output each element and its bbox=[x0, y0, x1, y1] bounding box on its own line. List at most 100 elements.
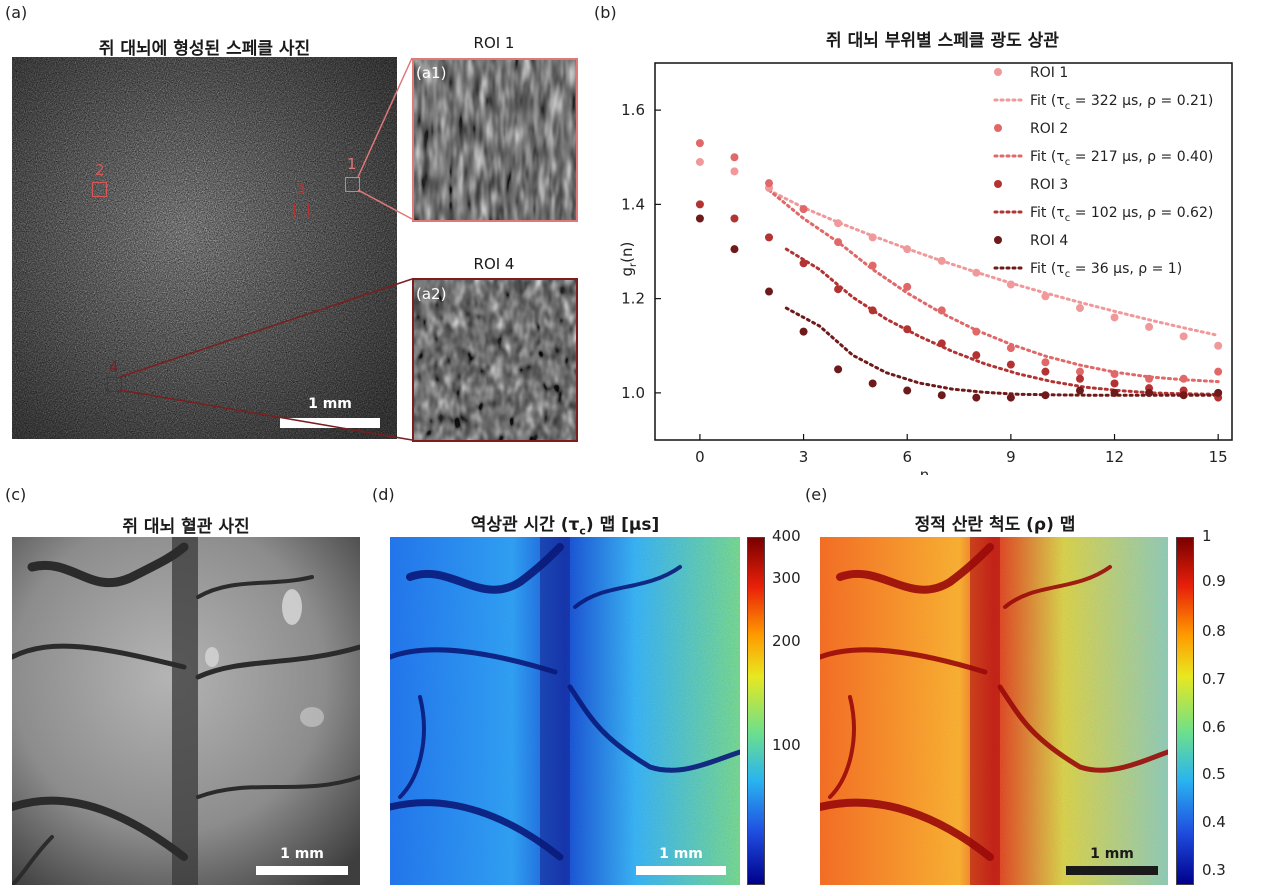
data-point-roi-2 bbox=[765, 179, 774, 188]
panel-c-title: 쥐 대뇌 혈관 사진 bbox=[122, 517, 250, 537]
data-point-roi-1 bbox=[834, 219, 843, 228]
data-point-roi-4 bbox=[1214, 388, 1223, 397]
panel-d-title: 역상관 시간 (τc) 맵 [μs] bbox=[390, 510, 740, 537]
panel-d-colorbar-tick-200: 200 bbox=[772, 632, 801, 650]
roi4-inset-title: ROI 4 bbox=[473, 255, 515, 273]
data-point-roi-2 bbox=[695, 139, 704, 148]
data-point-roi-4 bbox=[1006, 393, 1015, 402]
x-axis-label: n bbox=[920, 466, 930, 475]
data-point-roi-4 bbox=[799, 327, 808, 336]
data-point-roi-2 bbox=[1006, 344, 1015, 353]
roi-4-box bbox=[107, 377, 122, 392]
data-point-roi-2 bbox=[1110, 370, 1119, 379]
roi1-inset-label: (a1) bbox=[416, 64, 447, 82]
panel-e-label: (e) bbox=[805, 485, 828, 504]
roi-2-box bbox=[92, 182, 107, 197]
fit-line-roi-1 bbox=[767, 188, 1220, 337]
data-point-roi-2 bbox=[1179, 374, 1188, 383]
data-point-roi-3 bbox=[937, 339, 946, 348]
legend-fit-label-roi-4: Fit (τc = 36 μs, ρ = 1) bbox=[1030, 261, 1182, 280]
data-point-roi-4 bbox=[1179, 391, 1188, 400]
data-point-roi-4 bbox=[1041, 391, 1050, 400]
panel-d-scalebar-label: 1 mm bbox=[659, 846, 703, 862]
roi-1-box bbox=[345, 177, 360, 192]
zoom-lines bbox=[119, 57, 413, 441]
zoom-line-roi4-top bbox=[119, 278, 413, 378]
plot-frame bbox=[654, 62, 1233, 441]
data-point-roi-3 bbox=[1006, 360, 1015, 369]
data-point-roi-3 bbox=[1110, 379, 1119, 388]
vessel-image-content bbox=[12, 537, 360, 885]
panel-e-colorbar-tick-0.5: 0.5 bbox=[1202, 765, 1226, 783]
data-point-roi-2 bbox=[730, 153, 739, 162]
data-point-roi-2 bbox=[903, 282, 912, 291]
data-point-roi-2 bbox=[1145, 374, 1154, 383]
panel-b-label: (b) bbox=[594, 3, 617, 22]
data-point-roi-3 bbox=[1041, 367, 1050, 376]
panel-c-label: (c) bbox=[5, 485, 27, 504]
data-point-roi-4 bbox=[972, 393, 981, 402]
data-point-roi-1 bbox=[1041, 292, 1050, 301]
panel-e-scalebar-label: 1 mm bbox=[1090, 846, 1134, 862]
roi-2-number: 2 bbox=[95, 161, 105, 179]
legend-fit-label-roi-2: Fit (τc = 217 μs, ρ = 0.40) bbox=[1030, 149, 1213, 168]
data-point-roi-3 bbox=[1075, 374, 1084, 383]
roi4-inset-texture bbox=[414, 280, 576, 440]
x-tick-label: 15 bbox=[1209, 448, 1228, 466]
data-point-roi-3 bbox=[834, 285, 843, 294]
data-point-roi-4 bbox=[695, 214, 704, 223]
panel-e-colorbar-tick-0.4: 0.4 bbox=[1202, 813, 1226, 831]
panel-d-colorbar-tick-100: 100 bbox=[772, 736, 801, 754]
data-point-roi-2 bbox=[1214, 367, 1223, 376]
roi4-inset bbox=[412, 278, 578, 442]
panel-e-colorbar-tick-0.9: 0.9 bbox=[1202, 572, 1226, 590]
panel-e-colorbar-tick-0.8: 0.8 bbox=[1202, 622, 1226, 640]
data-point-roi-1 bbox=[1214, 341, 1223, 350]
data-point-roi-3 bbox=[868, 306, 877, 315]
zoom-line-roi1-top bbox=[357, 57, 413, 178]
legend-label-roi-1: ROI 1 bbox=[1030, 65, 1068, 81]
panel-a-label: (a) bbox=[5, 3, 28, 22]
y-tick-label: 1.4 bbox=[621, 195, 645, 213]
panel-e-title: 정적 산란 척도 (ρ) 맵 bbox=[914, 515, 1076, 535]
legend-fit-label-roi-3: Fit (τc = 102 μs, ρ = 0.62) bbox=[1030, 205, 1213, 224]
x-tick-label: 6 bbox=[902, 448, 912, 466]
data-point-roi-4 bbox=[903, 386, 912, 395]
data-point-roi-4 bbox=[765, 287, 774, 296]
panel-d-scalebar bbox=[636, 866, 726, 875]
roi1-inset-texture bbox=[414, 60, 576, 220]
x-tick-label: 9 bbox=[1006, 448, 1016, 466]
y-tick-label: 1.6 bbox=[621, 101, 645, 119]
data-point-roi-1 bbox=[1145, 322, 1154, 331]
data-point-roi-1 bbox=[1006, 280, 1015, 289]
fit-line-roi-2 bbox=[767, 188, 1220, 384]
data-point-roi-4 bbox=[1075, 386, 1084, 395]
data-point-roi-3 bbox=[730, 214, 739, 223]
data-point-roi-4 bbox=[937, 391, 946, 400]
panel-d-colorbar-tick-300: 300 bbox=[772, 569, 801, 587]
data-point-roi-1 bbox=[1179, 332, 1188, 341]
roi-4-number: 4 bbox=[109, 358, 119, 376]
data-point-roi-1 bbox=[1075, 304, 1084, 313]
data-point-roi-1 bbox=[937, 256, 946, 265]
data-point-roi-1 bbox=[695, 157, 704, 166]
speckle-image bbox=[12, 57, 397, 439]
panel-e-colorbar-tick-0.3: 0.3 bbox=[1202, 861, 1226, 879]
zoom-line-roi1-bottom bbox=[357, 189, 413, 220]
x-tick-label: 3 bbox=[799, 448, 809, 466]
panel-e-colorbar-tick-0.6: 0.6 bbox=[1202, 718, 1226, 736]
data-point-roi-2 bbox=[972, 327, 981, 336]
panel-e-colorbar bbox=[1176, 537, 1194, 885]
data-point-roi-3 bbox=[903, 325, 912, 334]
scattering-map-content bbox=[820, 537, 1168, 885]
legend-marker-roi-1 bbox=[994, 68, 1002, 76]
roi-3-box bbox=[294, 203, 309, 218]
panel-d-label: (d) bbox=[372, 485, 395, 504]
data-point-roi-1 bbox=[730, 167, 739, 176]
panel-d-colorbar-tick-400: 400 bbox=[772, 527, 801, 545]
panel-e-colorbar-tick-1: 1 bbox=[1202, 527, 1212, 545]
data-point-roi-2 bbox=[937, 306, 946, 315]
panel-a-scalebar-label: 1 mm bbox=[308, 396, 352, 412]
data-point-roi-2 bbox=[1041, 358, 1050, 367]
panel-c-scalebar bbox=[256, 866, 348, 875]
